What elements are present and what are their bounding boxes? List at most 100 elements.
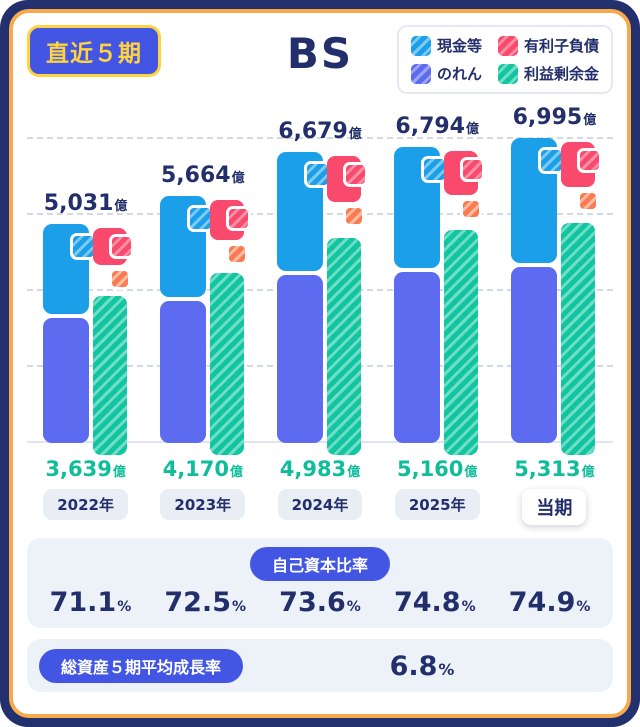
- debt-swatch-icon: [497, 35, 518, 56]
- equity-value-cell-1: 71.1%: [33, 587, 148, 618]
- gridline-4: [27, 137, 613, 139]
- retained-earnings-segment: [327, 238, 361, 455]
- retained-earnings-label: 5,313億: [496, 457, 613, 481]
- goodwill-segment: [394, 272, 441, 443]
- growth-number: 6.8: [389, 651, 438, 682]
- x-axis-label-2: 2023年: [160, 489, 246, 520]
- equity-value-cell-2: 72.5%: [148, 587, 263, 618]
- equity-value-cell-5: 74.9%: [492, 587, 607, 618]
- x-axis-label-1: 2022年: [43, 489, 128, 520]
- goodwill-segment: [159, 301, 206, 443]
- equity-ratio-number: 74.8: [393, 587, 461, 618]
- retained-number: 4,170: [162, 457, 230, 481]
- liabilities-equity-bar: [444, 151, 486, 455]
- equity-ratio-unit: %: [231, 599, 247, 615]
- legend-label-cash: 現金等: [436, 37, 482, 55]
- equity-ratio-number: 73.6: [279, 587, 346, 618]
- goodwill-segment: [277, 275, 323, 443]
- assets-bar: [511, 138, 566, 443]
- retained-earnings-label: 4,170億: [144, 457, 261, 481]
- retained-earnings-segment: [209, 273, 244, 455]
- header: 直近５期 BS 現金等 有利子負債 のれん 利益剰余金: [27, 25, 613, 103]
- cash-segment: [394, 147, 449, 268]
- total-assets-label: 6,794億: [395, 114, 479, 139]
- debt-segment: [209, 200, 251, 240]
- legend-label-goodwill: のれん: [436, 65, 482, 83]
- total-assets-unit: 億: [583, 113, 597, 128]
- x-label-cell: 2022年: [27, 489, 144, 525]
- total-assets-number: 5,031: [43, 191, 114, 216]
- other-liability-accent: [343, 205, 365, 227]
- chart-column-4: 6,794億: [379, 114, 496, 455]
- retained-unit: 億: [112, 465, 126, 480]
- liabilities-equity-bar: [209, 200, 251, 455]
- chart-column-5: 6,995億: [496, 105, 613, 455]
- retained-earnings-label: 4,983億: [261, 457, 378, 481]
- assets-bar: [394, 147, 449, 443]
- x-label-cell: 2025年: [379, 489, 496, 525]
- retained-number: 4,983: [279, 457, 347, 481]
- x-axis-label-5: 当期: [522, 489, 587, 525]
- equity-ratio-unit: %: [117, 599, 132, 615]
- chart-column-3: 6,679億: [261, 119, 378, 455]
- bar-group-3: 6,679億: [277, 119, 368, 455]
- chart-column-2: 5,664億: [144, 163, 261, 455]
- retained-unit: 億: [230, 465, 244, 480]
- equity-ratio-panel: 自己資本比率 71.1% 72.5% 73.6% 74.8% 74.9%: [27, 538, 613, 628]
- page-title: BS: [286, 29, 354, 78]
- other-liability-accent: [577, 190, 600, 212]
- balance-sheet-chart: 5,031億 5,664億 6,679億 6,794億 6,995億 3,639億 4,1…: [27, 105, 613, 525]
- retained-earnings-swatch-icon: [497, 63, 518, 84]
- cash-segment: [42, 224, 97, 314]
- liabilities-equity-bar: [92, 228, 134, 455]
- debt-segment: [327, 156, 368, 202]
- equity-ratio-unit: %: [576, 599, 591, 615]
- equity-ratio-unit: %: [346, 599, 361, 615]
- retained-earnings-segment: [92, 296, 127, 455]
- bar-group-4: 6,794億: [394, 114, 486, 455]
- equity-ratio-number: 71.1: [49, 587, 117, 618]
- retained-earnings-label: 3,639億: [27, 457, 144, 481]
- goodwill-segment: [42, 318, 89, 443]
- period-badge: 直近５期: [27, 25, 161, 77]
- goodwill-segment: [511, 267, 558, 443]
- legend: 現金等 有利子負債 のれん 利益剰余金: [396, 25, 613, 94]
- debt-hatch-accent: [343, 162, 368, 187]
- legend-item-debt: 有利子負債: [497, 35, 599, 56]
- debt-hatch-accent: [108, 234, 134, 259]
- x-axis-label-4: 2025年: [394, 489, 480, 520]
- card: 直近５期 BS 現金等 有利子負債 のれん 利益剰余金 5,031億 5,664億 6,6…: [9, 9, 631, 718]
- total-assets-number: 6,679: [278, 119, 348, 144]
- debt-segment: [444, 151, 486, 195]
- other-liability-accent: [460, 198, 483, 220]
- cash-segment: [277, 152, 331, 271]
- assets-bar: [159, 196, 214, 443]
- x-label-cell: 当期: [496, 489, 613, 525]
- total-assets-unit: 億: [114, 199, 128, 214]
- equity-ratio-number: 74.9: [508, 587, 576, 618]
- retained-earnings-label: 5,160億: [379, 457, 496, 481]
- total-assets-unit: 億: [231, 171, 245, 186]
- retained-number: 3,639: [45, 457, 112, 481]
- assets-bar: [42, 224, 97, 443]
- legend-item-goodwill: のれん: [410, 63, 482, 84]
- growth-panel: 総資産５期平均成長率 6.8%: [27, 639, 613, 692]
- x-label-cell: 2024年: [261, 489, 378, 525]
- bar-group-5: 6,995億: [511, 105, 603, 455]
- debt-hatch-accent: [460, 157, 486, 182]
- total-assets-label: 6,679億: [278, 119, 362, 144]
- equity-value-cell-3: 73.6%: [263, 587, 378, 618]
- x-axis-row: 2022年 2023年 2024年 2025年 当期: [27, 489, 613, 525]
- retained-unit: 億: [581, 465, 595, 480]
- liabilities-equity-bar: [327, 156, 368, 455]
- growth-unit: %: [438, 660, 455, 679]
- chart-column-1: 5,031億: [27, 191, 144, 455]
- retained-earnings-segment: [561, 223, 596, 455]
- debt-hatch-accent: [577, 148, 603, 173]
- liabilities-equity-bar: [561, 142, 603, 455]
- other-liability-accent: [108, 268, 131, 290]
- cash-segment: [159, 196, 214, 297]
- plot-area: 5,031億 5,664億 6,679億 6,794億 6,995億: [27, 105, 613, 455]
- legend-item-cash: 現金等: [410, 35, 482, 56]
